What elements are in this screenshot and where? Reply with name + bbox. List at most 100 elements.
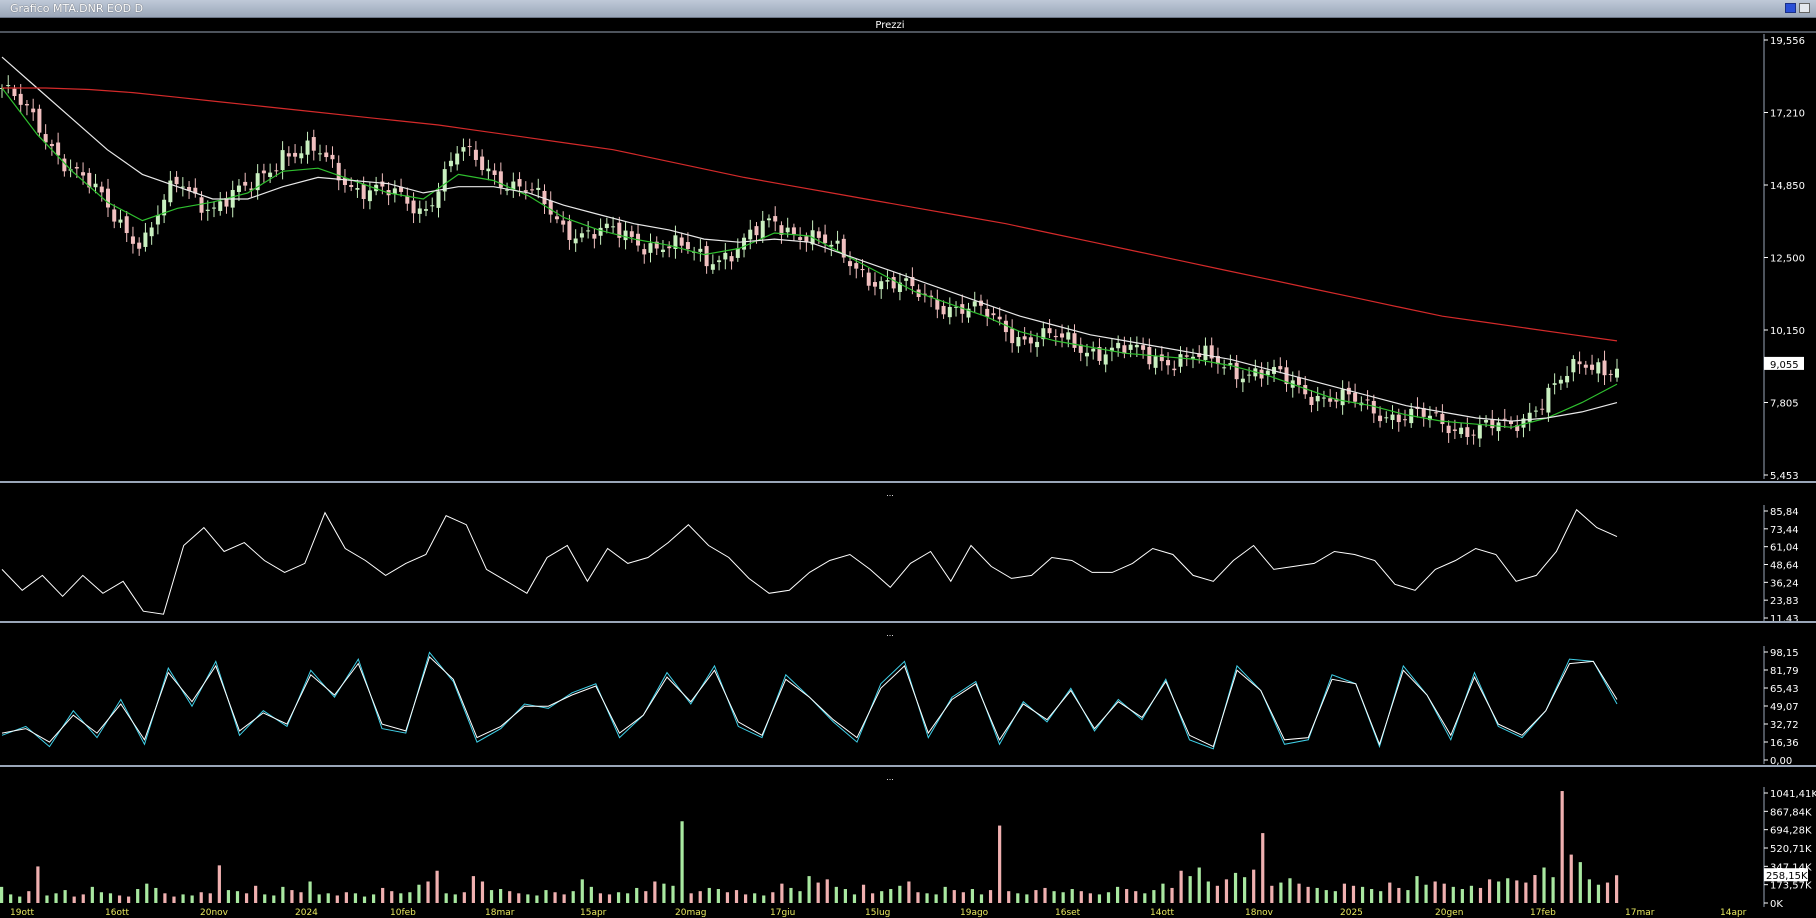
volume-bar	[825, 879, 829, 903]
price-candle-body	[1134, 344, 1139, 348]
volume-bar	[281, 886, 285, 903]
volume-bar	[235, 891, 240, 903]
window-buttons	[1785, 3, 1810, 13]
volume-bar	[526, 894, 530, 903]
volume-bar	[1524, 882, 1528, 903]
last-price-label: 9,055	[1770, 360, 1799, 371]
volume-bar	[934, 894, 938, 903]
price-candle-body	[1141, 345, 1146, 350]
price-candle-body	[804, 236, 809, 243]
close-button[interactable]	[1799, 3, 1810, 13]
price-candle-body	[1615, 368, 1619, 378]
price-candle-body	[1540, 408, 1545, 410]
volume-bar	[326, 893, 330, 903]
price-candle-body	[1440, 413, 1445, 425]
price-candle-body	[798, 237, 803, 240]
price-candle-body	[1215, 355, 1220, 365]
price-candle-body	[87, 172, 92, 188]
price-candle-body	[1533, 410, 1538, 412]
date-tick-label: 2024	[295, 908, 318, 918]
price-candle-body	[81, 172, 86, 176]
date-tick-label: 17giu	[770, 908, 795, 918]
volume-bar	[317, 894, 321, 903]
price-candle-body	[255, 173, 260, 191]
price-candle-body	[318, 153, 323, 155]
volume-bar	[689, 893, 693, 903]
volume-bar	[743, 894, 748, 903]
stochastic-axis-tick-label: 65,43	[1770, 684, 1799, 695]
price-candle-body	[623, 230, 628, 241]
volume-bar	[1487, 879, 1492, 903]
price-candle-body	[236, 185, 241, 192]
price-candle-body	[293, 152, 298, 157]
volume-bar	[871, 893, 875, 903]
price-candle-body	[62, 158, 67, 172]
oscillator-axis-tick-label: 73,44	[1770, 525, 1799, 536]
price-candle-body	[130, 236, 135, 244]
price-candle-body	[642, 249, 647, 255]
price-candle-body	[667, 246, 672, 249]
price-candle-body	[12, 88, 17, 97]
price-candle-body	[1552, 383, 1557, 385]
price-candle-body	[93, 183, 98, 188]
date-tick-label: 16ott	[105, 908, 129, 918]
price-candle-body	[1097, 347, 1102, 361]
volume-bar	[1478, 887, 1483, 903]
price-axis-tick-label: 10,150	[1770, 326, 1805, 337]
price-candle-body	[74, 166, 79, 169]
volume-bar	[1506, 878, 1510, 903]
price-candle-body	[897, 282, 902, 292]
volume-axis-tick-label: 0K	[1770, 899, 1783, 910]
volume-bar	[1233, 872, 1238, 903]
volume-bar	[671, 885, 675, 903]
price-candle-body	[1016, 337, 1021, 347]
last-price-box	[1764, 356, 1804, 370]
volume-bar	[1125, 889, 1129, 903]
stochastic-axis-tick-label: 16,36	[1770, 738, 1799, 749]
volume-bar	[988, 890, 993, 903]
stochastic-axis-tick-label: 98,15	[1770, 648, 1799, 659]
volume-bar	[1270, 885, 1274, 903]
volume-bar	[1497, 881, 1501, 903]
volume-bar	[181, 894, 185, 903]
volume-bar	[435, 870, 439, 903]
volume-bar	[1097, 894, 1102, 903]
price-candle-body	[586, 230, 591, 232]
volume-bar	[1351, 885, 1356, 903]
volume-bar	[1542, 867, 1546, 903]
price-candle-body	[866, 272, 871, 286]
volume-bar	[925, 893, 929, 903]
price-candle-body	[417, 208, 422, 214]
volume-bar	[535, 895, 539, 903]
price-line-ma_short	[1, 87, 1618, 428]
volume-bar	[1342, 883, 1347, 903]
volume-bar	[90, 886, 94, 903]
price-candle-body	[461, 147, 466, 152]
volume-bar	[880, 891, 884, 903]
restore-button[interactable]	[1785, 3, 1796, 13]
volume-bar	[362, 896, 367, 903]
price-candle-body	[1484, 420, 1489, 423]
date-tick-label: 19ago	[960, 908, 989, 918]
price-candle-body	[1010, 328, 1015, 344]
price-candle-body	[536, 187, 541, 190]
price-candle-body	[791, 227, 796, 235]
price-candle-body	[735, 248, 740, 258]
volume-bar	[489, 890, 494, 903]
volume-bar	[1415, 876, 1419, 903]
price-candle-body	[1340, 389, 1345, 406]
price-candle-body	[99, 186, 104, 193]
volume-axis-tick-label: 867,84K	[1770, 807, 1812, 818]
volume-bar	[1279, 882, 1283, 903]
price-candle-body	[1184, 355, 1189, 357]
volume-bar	[979, 894, 984, 903]
price-candle-body	[6, 85, 11, 87]
price-candle-body	[872, 282, 877, 287]
price-candle-body	[492, 170, 497, 175]
price-candle-body	[673, 235, 678, 249]
price-candle-body	[511, 181, 516, 190]
price-candle-body	[654, 241, 659, 249]
volume-bar	[390, 891, 394, 903]
price-candle-body	[773, 216, 778, 222]
price-candle-body	[1459, 427, 1464, 435]
